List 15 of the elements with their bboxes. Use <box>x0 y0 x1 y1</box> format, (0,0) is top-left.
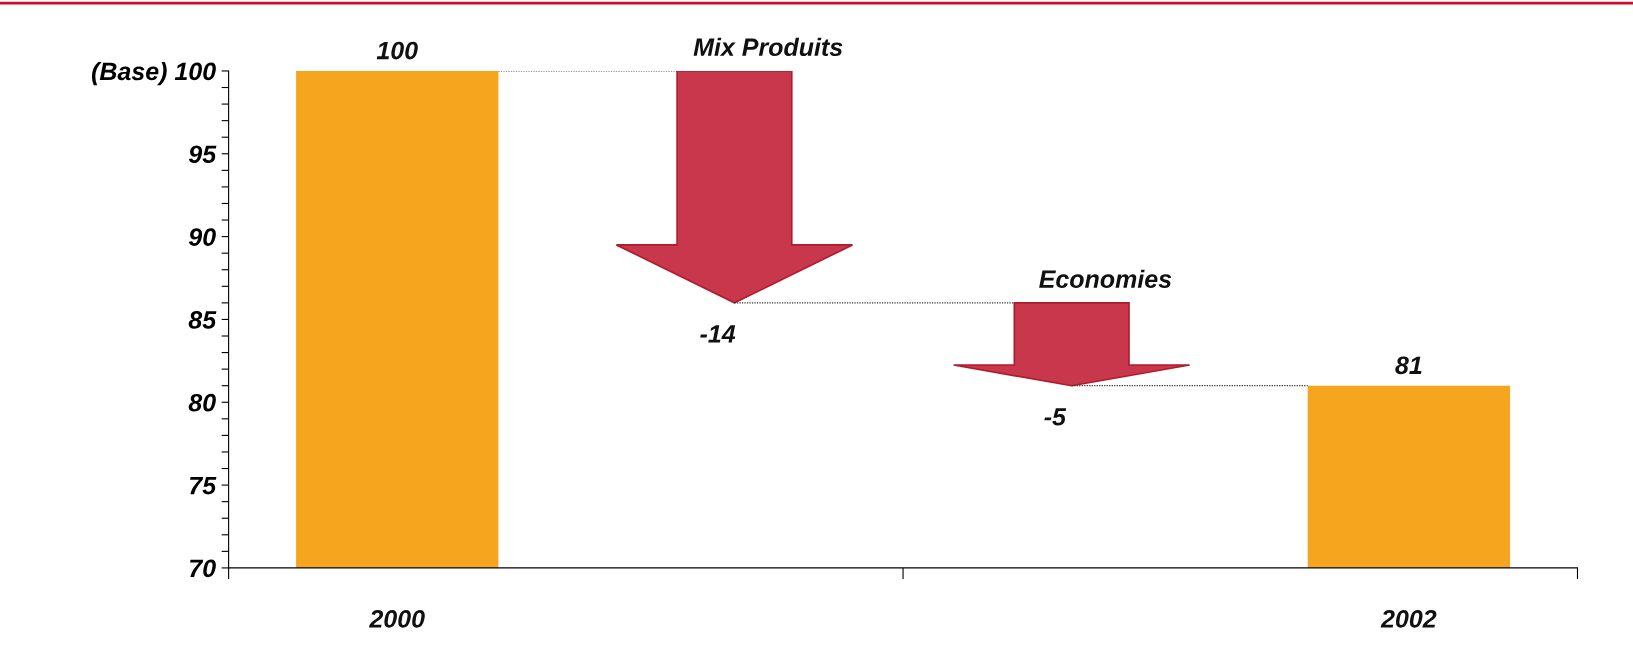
data-label: -5 <box>1044 408 1067 426</box>
x-tick-label: 2002 <box>1380 610 1437 628</box>
data-label: 81 <box>1395 356 1422 375</box>
data-label: 100 <box>376 41 418 60</box>
y-tick-label: 90 <box>188 228 216 246</box>
y-tick-label: 80 <box>188 393 216 412</box>
y-tick-label: 75 <box>190 476 217 495</box>
y-tick-label: 95 <box>188 145 217 164</box>
x-tick-label: Mix Produits <box>693 37 843 57</box>
x-tick-label: Economies <box>1039 269 1172 288</box>
x-tick-label: 2000 <box>369 610 425 628</box>
y-tick-label: 85 <box>188 311 217 329</box>
y-tick-label: (Base) 100 <box>91 61 216 86</box>
y-tick-label: 70 <box>190 559 216 578</box>
data-label: -14 <box>700 325 736 343</box>
